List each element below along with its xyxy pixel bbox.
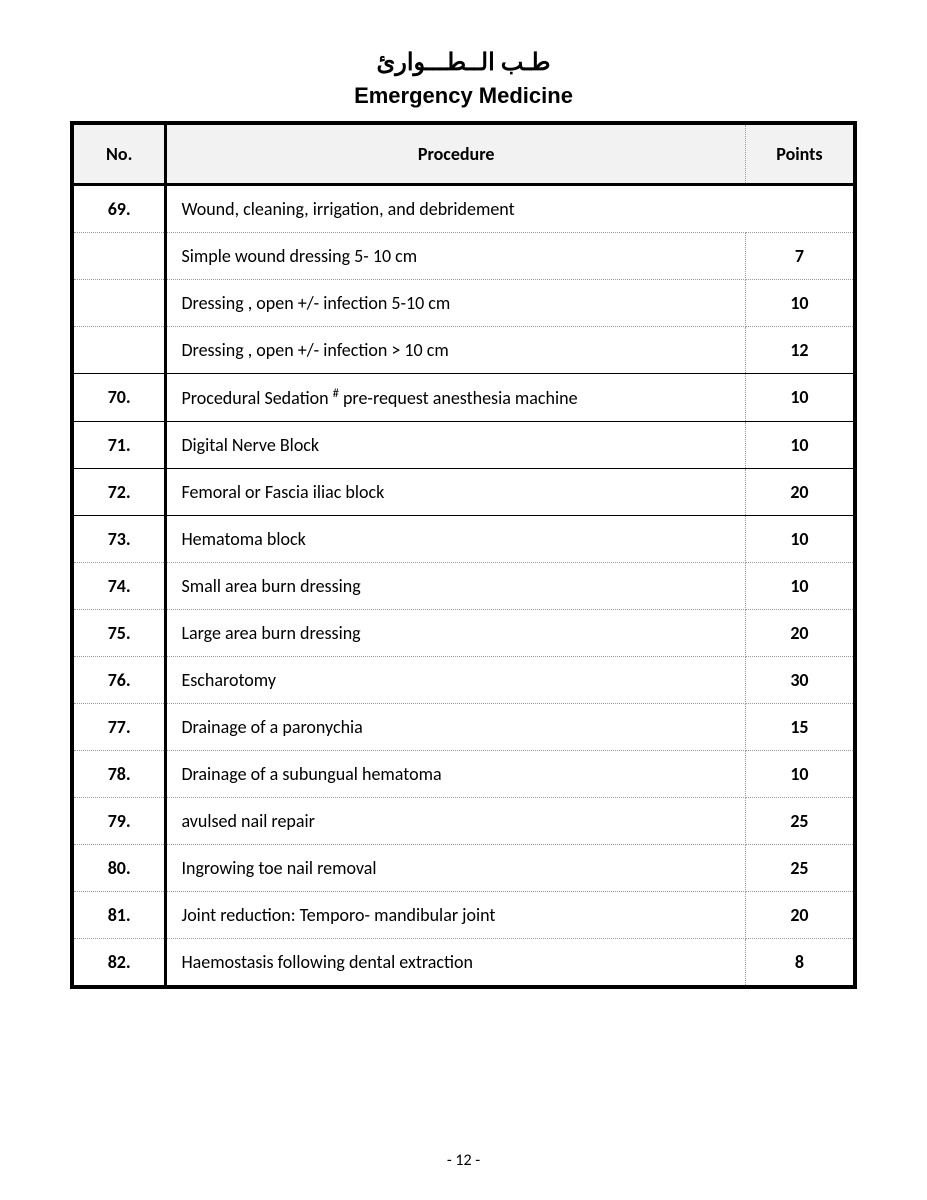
table-row: 76.Escharotomy30	[72, 657, 855, 704]
row-number: 80.	[72, 845, 166, 892]
points-cell: 12	[745, 327, 855, 374]
table-body: 69.Wound, cleaning, irrigation, and debr…	[72, 185, 855, 988]
table-row: 81.Joint reduction: Temporo- mandibular …	[72, 892, 855, 939]
title-arabic: طـب الــطـــوارئ	[70, 48, 857, 77]
points-cell: 7	[745, 233, 855, 280]
row-number: 69.	[72, 185, 166, 233]
points-cell: 10	[745, 280, 855, 327]
points-cell: 10	[745, 374, 855, 422]
procedure-cell: Procedural Sedation # pre-request anesth…	[166, 374, 745, 422]
table-row: 77.Drainage of a paronychia15	[72, 704, 855, 751]
table-header-row: No. Procedure Points	[72, 123, 855, 185]
procedures-table: No. Procedure Points 69.Wound, cleaning,…	[70, 121, 857, 989]
points-cell: 10	[745, 751, 855, 798]
points-cell: 20	[745, 469, 855, 516]
points-cell: 10	[745, 422, 855, 469]
col-header-procedure: Procedure	[166, 123, 745, 185]
table-row: 78.Drainage of a subungual hematoma10	[72, 751, 855, 798]
row-number: 73.	[72, 516, 166, 563]
col-header-no: No.	[72, 123, 166, 185]
procedure-cell: Drainage of a paronychia	[166, 704, 745, 751]
row-number: 77.	[72, 704, 166, 751]
table-row: Dressing , open +/- infection 5-10 cm10	[72, 280, 855, 327]
row-number-empty	[72, 233, 166, 280]
procedure-cell: avulsed nail repair	[166, 798, 745, 845]
points-cell: 10	[745, 563, 855, 610]
table-row: 79.avulsed nail repair25	[72, 798, 855, 845]
row-number: 78.	[72, 751, 166, 798]
table-row: 82.Haemostasis following dental extracti…	[72, 939, 855, 988]
procedure-cell: Joint reduction: Temporo- mandibular joi…	[166, 892, 745, 939]
procedure-cell: Drainage of a subungual hematoma	[166, 751, 745, 798]
points-cell: 30	[745, 657, 855, 704]
procedure-cell: Simple wound dressing 5- 10 cm	[166, 233, 745, 280]
points-cell: 20	[745, 610, 855, 657]
points-cell: 25	[745, 798, 855, 845]
title-english: Emergency Medicine	[70, 83, 857, 109]
procedure-cell: Femoral or Fascia iliac block	[166, 469, 745, 516]
procedure-cell: Large area burn dressing	[166, 610, 745, 657]
table-row: 73.Hematoma block10	[72, 516, 855, 563]
page-number: - 12 -	[0, 1151, 927, 1170]
row-number-empty	[72, 327, 166, 374]
table-row: 74.Small area burn dressing10	[72, 563, 855, 610]
procedure-cell: Digital Nerve Block	[166, 422, 745, 469]
procedure-cell: Dressing , open +/- infection > 10 cm	[166, 327, 745, 374]
table-row: Simple wound dressing 5- 10 cm7	[72, 233, 855, 280]
procedure-cell: Haemostasis following dental extraction	[166, 939, 745, 988]
row-number: 74.	[72, 563, 166, 610]
table-row: 70.Procedural Sedation # pre-request ane…	[72, 374, 855, 422]
points-cell: 20	[745, 892, 855, 939]
table-row: 80.Ingrowing toe nail removal25	[72, 845, 855, 892]
row-number: 75.	[72, 610, 166, 657]
procedure-cell: Hematoma block	[166, 516, 745, 563]
row-number: 76.	[72, 657, 166, 704]
procedure-cell: Ingrowing toe nail removal	[166, 845, 745, 892]
points-cell: 15	[745, 704, 855, 751]
row-number: 71.	[72, 422, 166, 469]
table-row: Dressing , open +/- infection > 10 cm12	[72, 327, 855, 374]
points-cell: 8	[745, 939, 855, 988]
document-page: طـب الــطـــوارئ Emergency Medicine No. …	[0, 0, 927, 1200]
table-row: 69.Wound, cleaning, irrigation, and debr…	[72, 185, 855, 233]
row-number: 70.	[72, 374, 166, 422]
row-number: 82.	[72, 939, 166, 988]
row-number: 72.	[72, 469, 166, 516]
points-cell: 25	[745, 845, 855, 892]
procedure-cell: Escharotomy	[166, 657, 745, 704]
col-header-points: Points	[745, 123, 855, 185]
procedure-cell: Small area burn dressing	[166, 563, 745, 610]
row-number: 79.	[72, 798, 166, 845]
table-row: 72.Femoral or Fascia iliac block20	[72, 469, 855, 516]
procedure-cell: Dressing , open +/- infection 5-10 cm	[166, 280, 745, 327]
table-row: 75.Large area burn dressing20	[72, 610, 855, 657]
points-cell: 10	[745, 516, 855, 563]
row-number: 81.	[72, 892, 166, 939]
row-number-empty	[72, 280, 166, 327]
table-row: 71.Digital Nerve Block10	[72, 422, 855, 469]
procedure-cell: Wound, cleaning, irrigation, and debride…	[166, 185, 855, 233]
